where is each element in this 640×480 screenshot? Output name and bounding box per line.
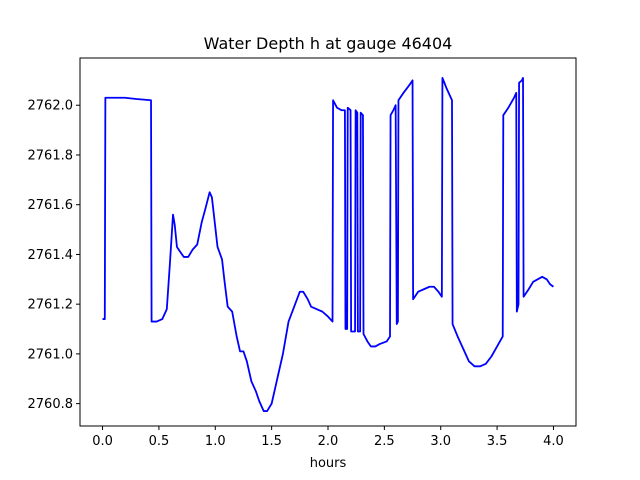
x-tick-label: 0.5 bbox=[149, 434, 170, 449]
x-tick-label: 1.0 bbox=[205, 434, 226, 449]
x-tick-label: 4.0 bbox=[543, 434, 564, 449]
x-axis-ticks: 0.0 0.5 1.0 1.5 2.0 2.5 3.0 3.5 4.0 bbox=[92, 426, 564, 449]
y-tick-label: 2761.4 bbox=[28, 248, 74, 263]
x-tick-label: 3.5 bbox=[487, 434, 508, 449]
y-axis-ticks: 2760.8 2761.0 2761.2 2761.4 2761.6 2761.8 2762… bbox=[28, 99, 80, 412]
y-tick-label: 2761.8 bbox=[28, 148, 74, 163]
x-tick-label: 2.5 bbox=[374, 434, 395, 449]
axes-frame bbox=[79, 57, 577, 427]
x-tick-label: 3.0 bbox=[430, 434, 451, 449]
chart-title: Water Depth h at gauge 46404 bbox=[204, 34, 453, 53]
x-tick-label: 2.0 bbox=[318, 434, 339, 449]
x-axis-label: hours bbox=[310, 456, 347, 471]
plot-area bbox=[80, 58, 576, 426]
y-tick-label: 2761.6 bbox=[28, 198, 74, 213]
y-tick-label: 2762.0 bbox=[28, 99, 74, 114]
y-tick-label: 2760.8 bbox=[28, 397, 74, 412]
y-tick-label: 2761.0 bbox=[28, 347, 74, 362]
y-tick-label: 2761.2 bbox=[28, 298, 74, 313]
series-line bbox=[102, 76, 554, 412]
x-tick-label: 0.0 bbox=[92, 434, 113, 449]
x-tick-label: 1.5 bbox=[261, 434, 282, 449]
